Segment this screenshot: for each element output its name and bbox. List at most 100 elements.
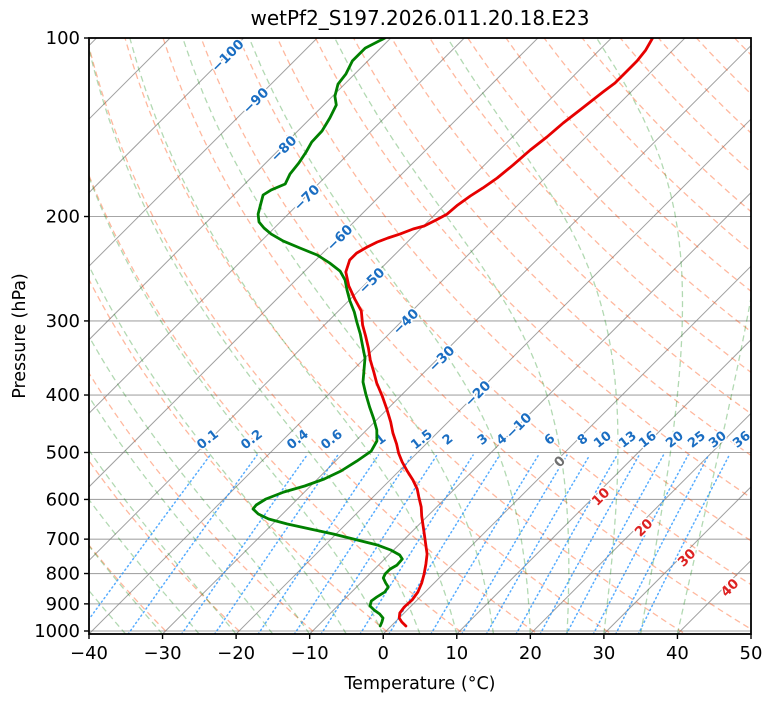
x-tick-label--10: −10 <box>291 643 329 664</box>
isotherm--70 <box>89 38 465 415</box>
moist-adiabat-35 <box>596 38 684 634</box>
x-tick-labels: −40 −30 −20 −10 0 10 20 30 40 50 <box>70 643 762 664</box>
isotherm--60 <box>89 38 539 488</box>
isotherm-0 <box>382 265 751 634</box>
isotherm-50 <box>750 633 751 634</box>
mixing-ratio-label-20: 20 <box>663 429 686 452</box>
moist-adiabat--10 <box>89 335 311 634</box>
mixing-ratio-line-1 <box>257 454 380 634</box>
x-tick-label--40: −40 <box>70 643 108 664</box>
mixing-ratio-line-0.1 <box>89 454 211 621</box>
mixing-ratio-line-0.2 <box>127 454 258 634</box>
moist-adiabat-5 <box>89 46 421 634</box>
isotherm-label--40: −40 <box>390 306 423 339</box>
dry-adiabat-180 <box>695 38 751 95</box>
moist-adiabat-25 <box>334 38 570 634</box>
dry-adiabat-140 <box>543 38 751 253</box>
isotherm-40 <box>677 559 751 634</box>
mixing-ratio-label-30: 30 <box>706 429 729 452</box>
dry-adiabat-120 <box>467 38 751 333</box>
mixing-ratio-line-6 <box>430 454 540 634</box>
x-axis-label: Temperature (°C) <box>344 674 496 694</box>
dry-adiabat-50 <box>200 38 751 630</box>
x-ticks <box>88 634 752 639</box>
mixing-ratio-line-20 <box>565 454 665 634</box>
dry-adiabat-30 <box>124 38 613 634</box>
mixing-ratio-label-10: 10 <box>591 429 614 452</box>
dry-adiabat-130 <box>505 38 751 293</box>
isotherm-label--50: −50 <box>356 265 389 298</box>
mixing-ratio-label-0.1: 0.1 <box>194 427 221 453</box>
temperature-line <box>344 38 654 628</box>
mixing-ratio-label-8: 8 <box>575 431 591 448</box>
dry-adiabat-90 <box>352 38 751 457</box>
dry-adiabat--20 <box>89 459 244 634</box>
mixing-ratio-line-3 <box>359 454 474 634</box>
temperature-line-path <box>344 38 654 628</box>
dry-adiabat-80 <box>314 38 751 499</box>
x-tick-label-50: 50 <box>740 643 763 664</box>
isotherm-label--80: −80 <box>268 133 301 166</box>
mixing-ratio-line-30 <box>614 454 710 634</box>
y-tick-label-200: 200 <box>46 207 80 228</box>
moist-adiabat--30 <box>89 544 163 634</box>
isotherm-10 <box>456 339 751 634</box>
x-tick-label--30: −30 <box>144 643 182 664</box>
isotherm-label-30: 30 <box>675 546 700 571</box>
mixing-ratio-label-2: 2 <box>440 431 456 448</box>
isotherm--100 <box>89 38 244 194</box>
isotherm-label-10: 10 <box>589 485 614 510</box>
moist-adiabat-15 <box>182 38 495 634</box>
isotherm-label--30: −30 <box>426 343 459 376</box>
mixing-ratio-label-25: 25 <box>685 429 708 452</box>
isotherm-label--100: −100 <box>208 36 247 75</box>
isotherm-label--10: −10 <box>503 410 536 443</box>
y-tick-label-600: 600 <box>46 489 80 510</box>
isotherm-label--20: −20 <box>462 378 495 411</box>
isotherm--50 <box>89 38 612 562</box>
x-tick-label-30: 30 <box>592 643 615 664</box>
dry-adiabat-20 <box>89 43 539 634</box>
isotherm--30 <box>162 44 751 634</box>
y-tick-label-500: 500 <box>46 442 80 463</box>
dry-adiabat-60 <box>238 38 751 586</box>
dry-adiabat-100 <box>390 38 751 415</box>
moist-adiabat-20 <box>248 38 531 634</box>
dry-adiabat-190 <box>733 38 751 56</box>
y-ticks <box>84 37 89 632</box>
plot-border <box>88 37 752 635</box>
isotherm--90 <box>89 38 318 267</box>
dry-adiabat-10 <box>89 173 465 634</box>
mixing-ratio-line-4 <box>388 454 501 634</box>
dry-adiabat-150 <box>581 38 751 213</box>
mixing-ratio-line-1.5 <box>293 454 413 634</box>
mixing-ratio-label-0.4: 0.4 <box>284 427 311 453</box>
y-tick-label-700: 700 <box>46 529 80 550</box>
mixing-ratio-label-6: 6 <box>542 431 558 448</box>
mixing-ratio-line-16 <box>539 454 640 634</box>
mixing-ratio-label-0.6: 0.6 <box>318 427 345 453</box>
moist-adiabat-40 <box>676 294 751 634</box>
mixing-ratio-line-2 <box>320 454 438 634</box>
x-tick-label--20: −20 <box>217 643 255 664</box>
chart-title: wetPf2_S197.2026.011.20.18.E23 <box>250 6 590 30</box>
isotherm--80 <box>89 38 392 341</box>
dry-adiabat-170 <box>657 38 751 134</box>
mixing-ratio-line-10 <box>485 454 591 634</box>
dry-adiabats <box>89 38 751 634</box>
y-tick-label-800: 800 <box>46 564 80 585</box>
mixing-ratio-label-3: 3 <box>475 431 491 448</box>
x-tick-label-40: 40 <box>666 643 689 664</box>
y-tick-label-900: 900 <box>46 594 80 615</box>
x-tick-label-0: 0 <box>377 643 388 664</box>
isotherm-label--60: −60 <box>324 222 357 255</box>
isotherm--10 <box>309 191 751 634</box>
moist-adiabat-30 <box>446 38 619 634</box>
moist-adiabat--20 <box>89 449 237 634</box>
mixing-ratio-label-16: 16 <box>636 429 659 452</box>
moist-adiabat--15 <box>89 395 274 634</box>
mixing-ratio-line-36 <box>637 454 731 634</box>
